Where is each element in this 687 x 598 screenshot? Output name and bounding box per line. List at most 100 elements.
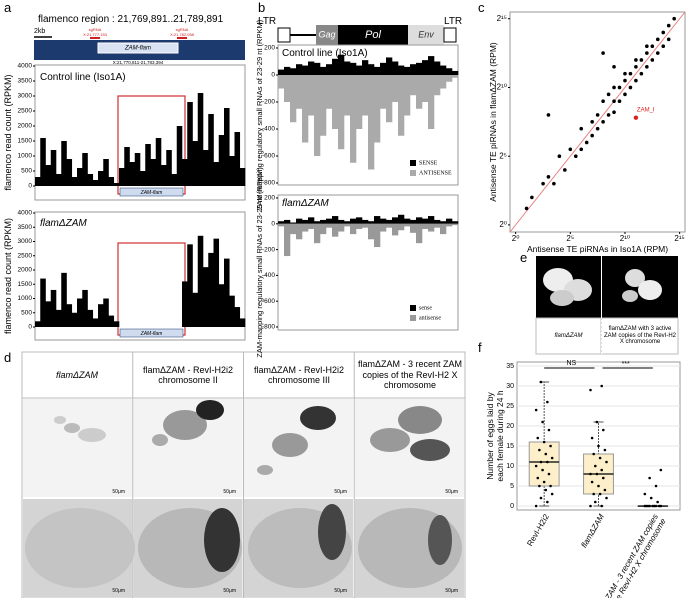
point — [666, 23, 671, 28]
y-tick-label: 0 — [271, 72, 275, 79]
coverage-bar — [374, 216, 381, 224]
sgrna-pos: X:21,782,058 — [170, 32, 195, 37]
coverage-bar — [192, 292, 199, 327]
y-tick-label: 30 — [506, 383, 514, 390]
coverage-bar — [187, 244, 193, 327]
coverage-bar — [239, 168, 246, 186]
y-tick-label: 0 — [28, 324, 32, 331]
y-tick-label: 4000 — [18, 63, 33, 70]
y-axis-label: Antisense TE piRNAs in flamΔZAM (RPM) — [488, 42, 498, 202]
x-axis-label: Antisense TE piRNAs in Iso1A (RPM) — [527, 244, 668, 254]
coverage-bar — [332, 216, 339, 224]
significance: *** — [622, 361, 630, 368]
point — [590, 480, 594, 484]
point — [590, 120, 594, 124]
coverage-bar — [87, 174, 94, 186]
point — [539, 496, 543, 500]
point — [552, 181, 556, 186]
panel-label: a — [4, 0, 12, 15]
y-tick-label: 1500 — [18, 138, 33, 145]
coverage-bar — [40, 138, 46, 186]
point — [598, 456, 602, 460]
coverage-bar — [56, 309, 62, 327]
coverage-bar — [82, 289, 88, 327]
coverage-bar — [452, 75, 459, 78]
y-tick-label: 2⁰ — [499, 220, 507, 229]
point — [547, 428, 551, 432]
legend-swatch — [410, 170, 416, 176]
coverage-bar — [197, 235, 204, 327]
point — [594, 464, 597, 468]
legend-swatch — [410, 305, 416, 311]
coverage-bar — [203, 150, 209, 186]
point — [589, 472, 592, 476]
coverage-bar — [398, 75, 405, 136]
y-tick-label: 3500 — [18, 78, 33, 85]
y-tick-label: 2000 — [18, 123, 33, 130]
coverage-bar — [380, 223, 387, 232]
coverage-bar — [398, 223, 405, 231]
point — [655, 37, 660, 42]
coverage-bar — [380, 62, 387, 75]
coverage-bar — [77, 168, 83, 186]
coverage-bar — [452, 70, 459, 75]
point — [534, 464, 538, 468]
coverage-bar — [314, 223, 321, 244]
point — [601, 51, 605, 55]
coverage-bar — [134, 153, 141, 186]
y-axis-label: Number of eggs laid by — [485, 392, 495, 480]
coverage-bar — [422, 223, 429, 229]
x-tick-label: 2¹⁰ — [620, 234, 630, 243]
coverage-bar — [392, 75, 399, 102]
coverage-bar — [290, 68, 297, 75]
scale-bar-label: 50μm — [223, 588, 236, 594]
coverage-bar — [320, 223, 327, 235]
y-tick-label: 2⁵ — [499, 151, 507, 160]
coverage-bar — [82, 153, 88, 186]
point — [623, 92, 627, 97]
ltr-label: LTR — [258, 16, 276, 27]
point — [655, 51, 660, 55]
coverage-bar — [77, 298, 83, 327]
coverage-bar — [416, 75, 423, 109]
point — [541, 468, 544, 472]
scale-bar-label: 50μm — [223, 489, 236, 495]
coverage-bar — [338, 223, 345, 232]
y-tick-label: 1500 — [18, 281, 33, 288]
y-tick-label: 35 — [506, 363, 514, 370]
coverage-bar — [428, 216, 435, 224]
coverage-bar — [302, 75, 309, 143]
coverage-bar — [314, 62, 321, 75]
point — [617, 99, 622, 104]
coverage-bar — [150, 159, 157, 186]
coverage-bar — [332, 75, 339, 129]
coverage-bar — [434, 223, 441, 228]
y-tick-label: 0 — [510, 503, 514, 510]
scale-bar-label: 50μm — [112, 588, 125, 594]
scale-bar-label: 50μm — [445, 489, 458, 495]
point — [651, 504, 655, 508]
point — [600, 468, 603, 472]
point — [534, 504, 538, 508]
point — [590, 436, 594, 440]
point — [544, 488, 548, 492]
panel-label: d — [4, 350, 11, 365]
point — [541, 181, 545, 186]
point — [659, 468, 663, 472]
coverage-bar — [440, 221, 447, 224]
coverage-bar — [440, 223, 447, 235]
y-tick-label: 2¹⁵ — [497, 14, 507, 23]
point — [534, 408, 538, 412]
gene-box — [97, 42, 179, 54]
legend-label: SENSE — [419, 160, 438, 166]
coverage-bar — [308, 223, 315, 229]
coverage-bar — [108, 177, 115, 186]
micrographs — [23, 399, 464, 597]
point — [597, 484, 600, 488]
coverage-bar — [302, 65, 309, 75]
coverage-bar — [161, 165, 167, 186]
y-tick-label: 3000 — [18, 238, 33, 245]
coverage-bar — [290, 223, 297, 235]
coverage-bar — [386, 57, 393, 75]
